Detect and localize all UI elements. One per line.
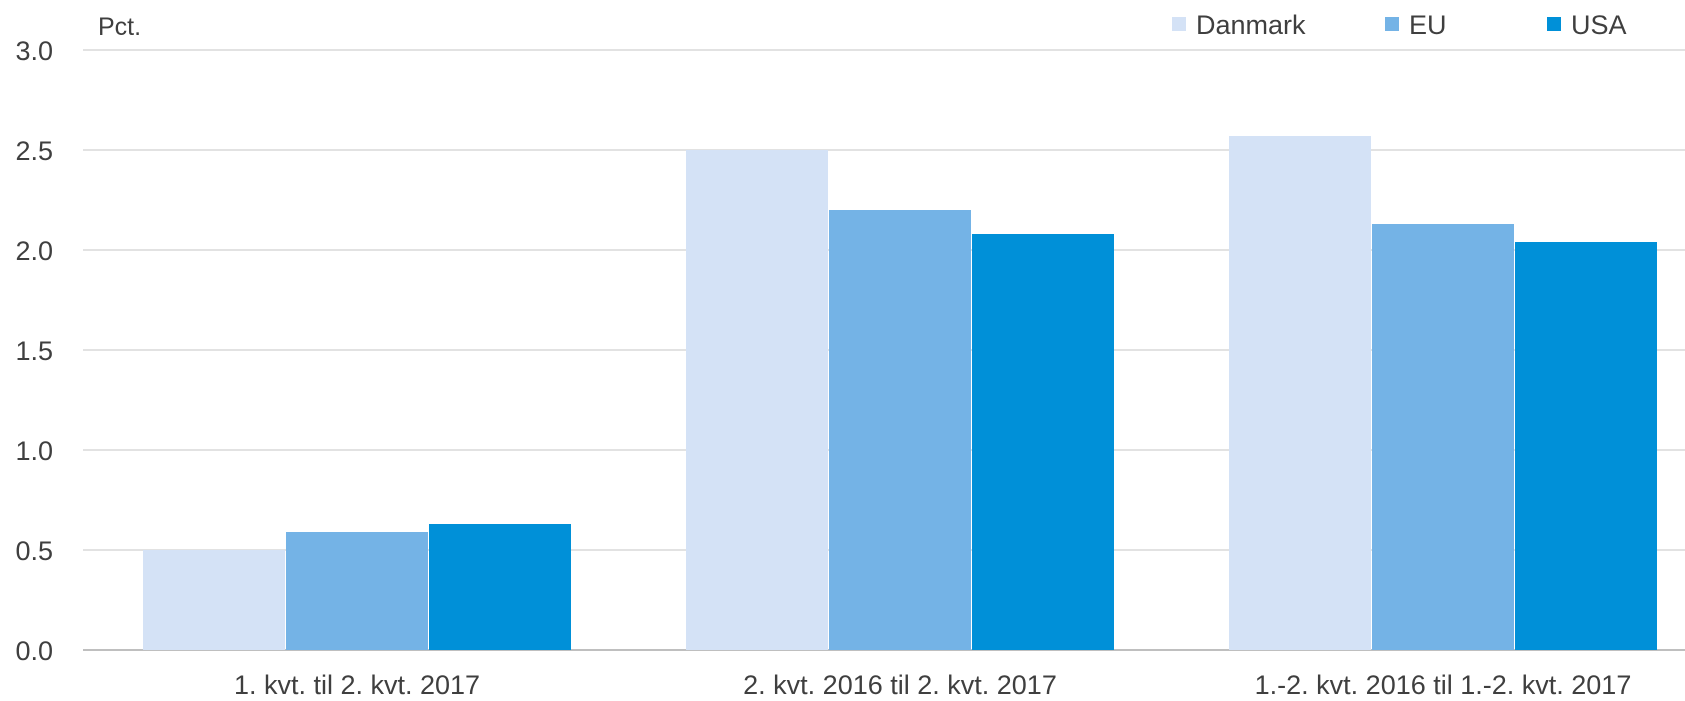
y-tick-label: 1.0	[15, 436, 53, 466]
bar-eu-3	[1372, 224, 1514, 650]
legend: Danmark EU USA	[1172, 10, 1627, 40]
legend-item-usa: USA	[1547, 10, 1627, 40]
x-category-label: 1. kvt. til 2. kvt. 2017	[234, 670, 480, 700]
y-tick-label: 2.5	[15, 136, 53, 166]
y-tick-label: 3.0	[15, 36, 53, 66]
bars	[143, 136, 1657, 650]
bar-danmark-3	[1229, 136, 1371, 650]
legend-swatch	[1385, 17, 1399, 31]
y-tick-label: 0.5	[15, 536, 53, 566]
legend-label: EU	[1409, 10, 1447, 40]
legend-item-eu: EU	[1385, 10, 1447, 40]
legend-item-danmark: Danmark	[1172, 10, 1306, 40]
bar-eu-1	[286, 532, 428, 650]
bar-usa-3	[1515, 242, 1657, 650]
bar-eu-2	[829, 210, 971, 650]
legend-label: USA	[1571, 10, 1627, 40]
y-axis-unit-label: Pct.	[98, 13, 141, 41]
x-category-label: 2. kvt. 2016 til 2. kvt. 2017	[743, 670, 1057, 700]
y-tick-label: 2.0	[15, 236, 53, 266]
y-axis-ticks: 0.0 0.5 1.0 1.5 2.0 2.5 3.0	[15, 36, 53, 666]
legend-swatch	[1547, 17, 1561, 31]
bar-danmark-2	[686, 150, 828, 650]
bar-usa-1	[429, 524, 571, 650]
y-tick-label: 0.0	[15, 636, 53, 666]
bar-danmark-1	[143, 550, 285, 650]
legend-swatch	[1172, 17, 1186, 31]
legend-label: Danmark	[1196, 10, 1306, 40]
bar-usa-2	[972, 234, 1114, 650]
y-tick-label: 1.5	[15, 336, 53, 366]
x-axis-ticks: 1. kvt. til 2. kvt. 2017 2. kvt. 2016 til…	[234, 670, 1631, 700]
x-category-label: 1.-2. kvt. 2016 til 1.-2. kvt. 2017	[1255, 670, 1632, 700]
